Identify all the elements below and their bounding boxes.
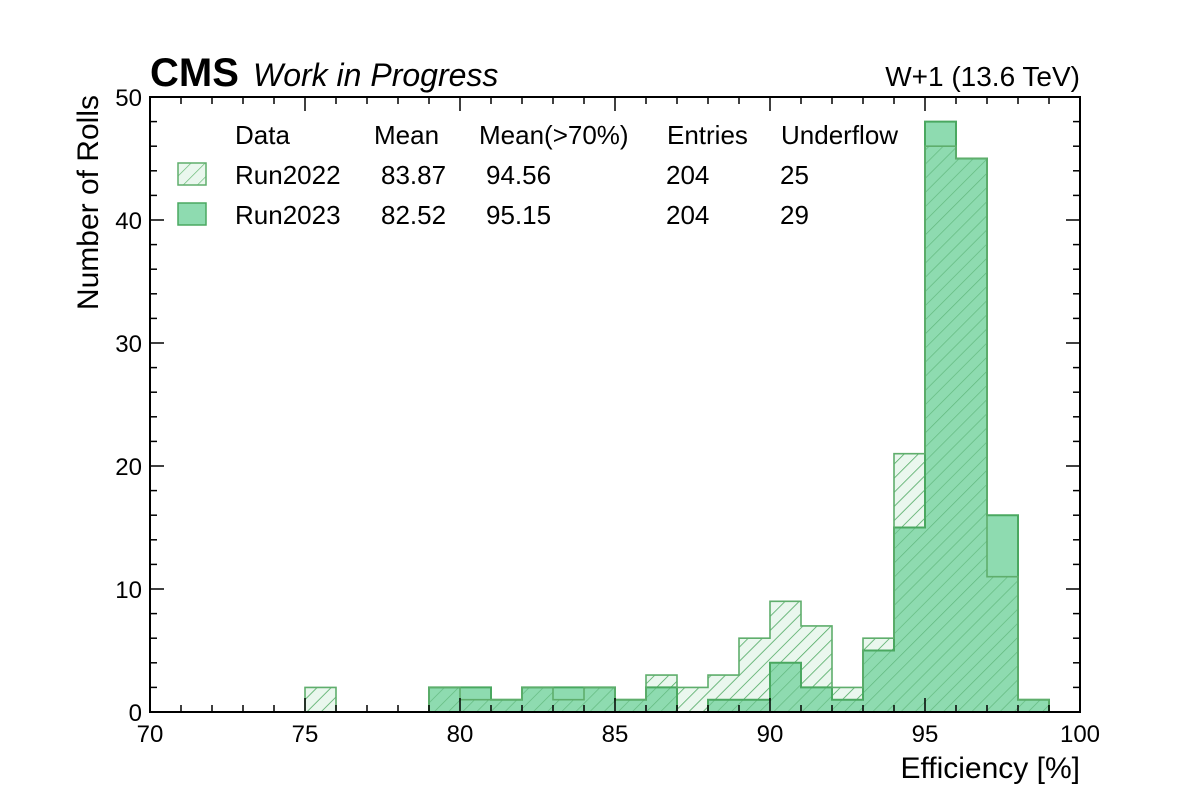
run-label: W+1 (13.6 TeV) <box>885 61 1080 92</box>
legend-mean-gt70-run2023: 95.15 <box>486 200 551 230</box>
experiment-label: CMS <box>150 51 239 95</box>
legend-header-underflow: Underflow <box>781 120 898 150</box>
legend-header-mean: Mean <box>374 120 439 150</box>
bin-run2023-79 <box>429 687 460 712</box>
y-tick-label: 10 <box>115 577 142 604</box>
bin-run2023-81 <box>491 700 522 712</box>
x-tick-label: 80 <box>447 721 474 748</box>
legend-header-mean-gt70: Mean(>70%) <box>479 120 629 150</box>
y-tick-label: 50 <box>115 85 142 112</box>
bin-run2023-94 <box>894 528 925 713</box>
y-axis-label: Number of Rolls <box>72 95 105 310</box>
y-tick-label: 40 <box>115 208 142 235</box>
legend-swatch-run2022 <box>177 162 207 186</box>
status-label: Work in Progress <box>253 57 498 93</box>
legend-mean-run2022: 83.87 <box>381 160 446 190</box>
x-tick-label: 100 <box>1060 721 1100 748</box>
bin-run2023-90 <box>770 663 801 712</box>
bin-run2023-85 <box>615 700 646 712</box>
x-tick-label: 70 <box>137 721 164 748</box>
bin-run2023-89 <box>739 700 770 712</box>
legend-header-data: Data <box>235 120 290 150</box>
y-tick-label: 30 <box>115 331 142 358</box>
bin-run2023-92 <box>832 700 863 712</box>
legend-underflow-run2022: 25 <box>780 160 809 190</box>
x-axis-label: Efficiency [%] <box>900 752 1080 785</box>
legend: Data Mean Mean(>70%) Entries Underflow R… <box>177 120 898 230</box>
legend-name-run2022: Run2022 <box>235 160 341 190</box>
bin-run2022-75 <box>305 687 336 712</box>
bin-run2023-98 <box>1018 700 1049 712</box>
legend-mean-gt70-run2022: 94.56 <box>486 160 551 190</box>
legend-underflow-run2023: 29 <box>780 200 809 230</box>
x-tick-label: 85 <box>602 721 629 748</box>
legend-header-entries: Entries <box>667 120 748 150</box>
bin-run2023-82 <box>522 687 553 712</box>
bin-run2023-91 <box>801 687 832 712</box>
legend-name-run2023: Run2023 <box>235 200 341 230</box>
y-tick-label: 20 <box>115 454 142 481</box>
bin-run2023-96 <box>956 159 987 713</box>
bin-run2023-97 <box>987 515 1018 712</box>
bin-run2023-95 <box>925 122 956 712</box>
x-tick-label: 90 <box>757 721 784 748</box>
x-tick-label: 95 <box>912 721 939 748</box>
legend-entries-run2023: 204 <box>666 200 709 230</box>
bin-run2023-80 <box>460 687 491 712</box>
bin-run2022-87 <box>677 687 708 712</box>
axes-layer: 70 75 80 85 90 95 100 0 10 20 30 40 50 <box>115 85 1100 748</box>
legend-mean-run2023: 82.52 <box>381 200 446 230</box>
x-tick-label: 75 <box>292 721 319 748</box>
legend-entries-run2022: 204 <box>666 160 709 190</box>
bin-run2023-86 <box>646 687 677 712</box>
y-tick-label: 0 <box>129 700 142 727</box>
bin-run2023-83 <box>553 687 584 712</box>
bin-run2023-84 <box>584 687 615 712</box>
legend-swatch-run2023 <box>177 202 207 226</box>
bin-run2023-88 <box>708 700 739 712</box>
bin-run2023-93 <box>863 651 894 713</box>
